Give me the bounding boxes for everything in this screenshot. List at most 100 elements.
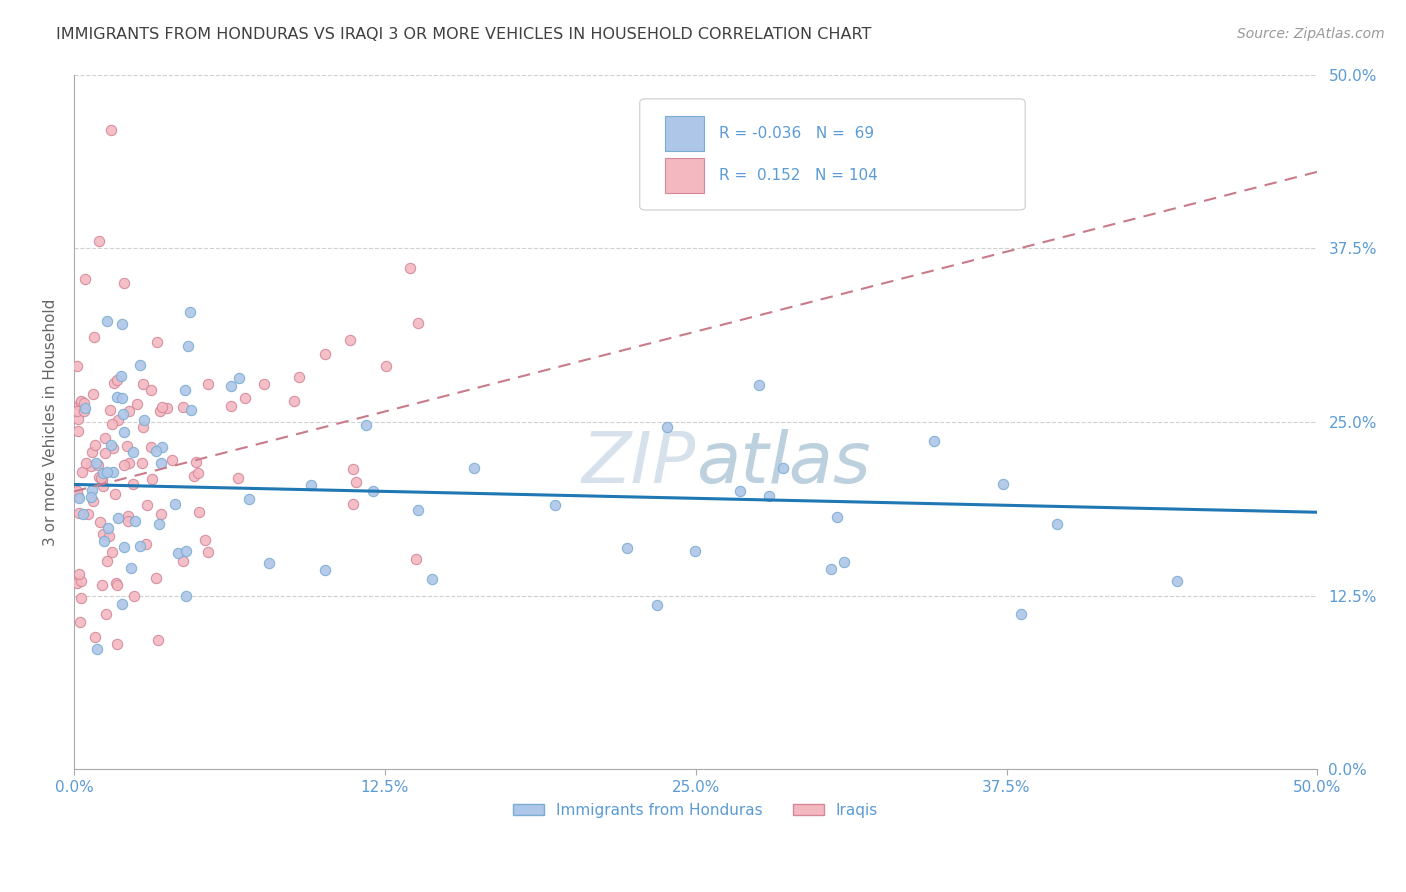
Text: R =  0.152   N = 104: R = 0.152 N = 104: [720, 168, 879, 183]
Point: [96, 314, 118, 328]
Point: [235, 391, 257, 405]
Point: [96, 554, 118, 568]
Point: [69, 615, 91, 629]
Point: [70, 465, 93, 479]
Point: [420, 572, 443, 586]
Point: [101, 441, 124, 455]
Point: [91, 526, 114, 541]
FancyBboxPatch shape: [640, 99, 1025, 210]
Point: [150, 400, 173, 414]
Point: [67, 507, 90, 521]
Point: [177, 339, 200, 353]
Point: [82, 494, 104, 508]
Point: [97, 521, 120, 535]
Point: [825, 509, 848, 524]
Point: [344, 475, 367, 489]
Point: [146, 632, 169, 647]
Point: [73, 401, 96, 416]
Point: [69, 566, 91, 581]
Point: [238, 491, 260, 506]
Point: [186, 455, 208, 469]
Point: [183, 468, 205, 483]
Point: [105, 373, 128, 387]
Point: [301, 478, 323, 492]
Point: [67, 411, 90, 425]
Point: [166, 546, 188, 560]
Point: [83, 330, 105, 344]
Point: [96, 465, 118, 479]
Point: [145, 444, 167, 458]
Point: [94, 607, 117, 621]
Legend: Immigrants from Honduras, Iraqis: Immigrants from Honduras, Iraqis: [508, 797, 884, 824]
Point: [122, 445, 145, 459]
Point: [100, 438, 122, 452]
Point: [112, 276, 135, 290]
Text: IMMIGRANTS FROM HONDURAS VS IRAQI 3 OR MORE VEHICLES IN HOUSEHOLD CORRELATION CH: IMMIGRANTS FROM HONDURAS VS IRAQI 3 OR M…: [56, 27, 872, 42]
Point: [287, 370, 309, 384]
Point: [90, 471, 112, 485]
Point: [65, 483, 87, 498]
Point: [405, 552, 427, 566]
Point: [544, 499, 567, 513]
Point: [86, 456, 108, 470]
Point: [101, 545, 124, 559]
Point: [131, 456, 153, 470]
Point: [67, 398, 90, 412]
Point: [187, 505, 209, 519]
Point: [84, 630, 107, 644]
Text: R = -0.036   N =  69: R = -0.036 N = 69: [720, 126, 875, 141]
Point: [149, 456, 172, 470]
Point: [226, 470, 249, 484]
Point: [758, 490, 780, 504]
Point: [924, 434, 946, 448]
Point: [194, 533, 217, 547]
Point: [90, 473, 112, 487]
Point: [100, 123, 122, 137]
Point: [135, 537, 157, 551]
Point: [772, 461, 794, 475]
Point: [105, 578, 128, 592]
Point: [1046, 517, 1069, 532]
Point: [283, 393, 305, 408]
Point: [748, 378, 770, 392]
Point: [93, 466, 115, 480]
Point: [115, 439, 138, 453]
Point: [104, 576, 127, 591]
Text: Source: ZipAtlas.com: Source: ZipAtlas.com: [1237, 27, 1385, 41]
Point: [728, 484, 751, 499]
Point: [132, 377, 155, 392]
Y-axis label: 3 or more Vehicles in Household: 3 or more Vehicles in Household: [44, 298, 58, 546]
Point: [73, 404, 96, 418]
Point: [86, 641, 108, 656]
Point: [124, 514, 146, 528]
Point: [103, 376, 125, 390]
Point: [160, 453, 183, 467]
Point: [112, 425, 135, 440]
Point: [136, 498, 159, 512]
Point: [101, 417, 124, 431]
Text: atlas: atlas: [696, 429, 870, 498]
Point: [197, 376, 219, 391]
Point: [141, 383, 163, 397]
Point: [82, 387, 104, 401]
Point: [111, 597, 134, 611]
Point: [834, 555, 856, 569]
Point: [139, 440, 162, 454]
Point: [253, 376, 276, 391]
Point: [342, 497, 364, 511]
Point: [314, 563, 336, 577]
Point: [1166, 574, 1188, 588]
Point: [100, 403, 122, 417]
Point: [120, 561, 142, 575]
Point: [174, 544, 197, 558]
Point: [146, 334, 169, 349]
Point: [65, 404, 87, 418]
Point: [82, 444, 104, 458]
Point: [101, 465, 124, 479]
Point: [70, 395, 93, 409]
Point: [110, 369, 132, 384]
Point: [107, 390, 129, 404]
Point: [174, 589, 197, 603]
Point: [375, 359, 398, 373]
Point: [314, 347, 336, 361]
